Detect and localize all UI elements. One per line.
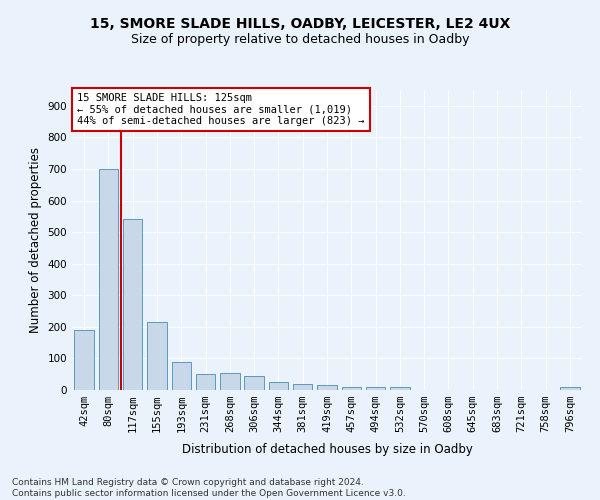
Bar: [560, 388, 580, 390]
Bar: [196, 374, 215, 390]
Bar: [172, 362, 191, 390]
Y-axis label: Number of detached properties: Number of detached properties: [29, 147, 42, 333]
Bar: [147, 322, 167, 390]
Bar: [244, 376, 264, 390]
Bar: [293, 384, 313, 390]
Text: 15 SMORE SLADE HILLS: 125sqm
← 55% of detached houses are smaller (1,019)
44% of: 15 SMORE SLADE HILLS: 125sqm ← 55% of de…: [77, 93, 365, 126]
Bar: [366, 388, 385, 390]
Text: Contains HM Land Registry data © Crown copyright and database right 2024.
Contai: Contains HM Land Registry data © Crown c…: [12, 478, 406, 498]
Bar: [317, 386, 337, 390]
Bar: [123, 220, 142, 390]
X-axis label: Distribution of detached houses by size in Oadby: Distribution of detached houses by size …: [182, 444, 472, 456]
Text: 15, SMORE SLADE HILLS, OADBY, LEICESTER, LE2 4UX: 15, SMORE SLADE HILLS, OADBY, LEICESTER,…: [90, 18, 510, 32]
Bar: [99, 169, 118, 390]
Bar: [269, 382, 288, 390]
Text: Size of property relative to detached houses in Oadby: Size of property relative to detached ho…: [131, 32, 469, 46]
Bar: [220, 372, 239, 390]
Bar: [74, 330, 94, 390]
Bar: [341, 387, 361, 390]
Bar: [390, 388, 410, 390]
